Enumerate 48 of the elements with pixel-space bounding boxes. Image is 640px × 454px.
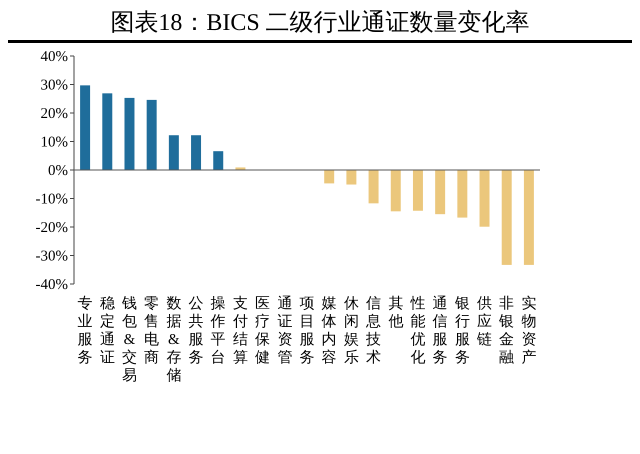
x-tick-label: 通信服务 — [432, 295, 448, 366]
bar — [124, 98, 134, 170]
bar — [213, 151, 224, 170]
y-tick-label: -30% — [36, 248, 68, 264]
y-tick-label: -20% — [36, 220, 68, 236]
y-tick-label: 10% — [40, 134, 68, 150]
bar — [146, 100, 157, 170]
y-tick-label: -40% — [36, 277, 68, 293]
bar — [324, 170, 334, 184]
x-tick-label: 钱包&交易 — [120, 296, 137, 384]
x-tick-label: 银行服务 — [454, 296, 470, 366]
bar — [368, 170, 379, 204]
bar — [524, 170, 534, 265]
x-tick-label: 公共服务 — [188, 295, 204, 366]
y-tick-label: -10% — [36, 192, 68, 208]
bar — [80, 85, 90, 170]
x-tick-label: 操作平台 — [210, 295, 226, 366]
bar — [480, 170, 490, 227]
bar — [191, 135, 202, 170]
x-tick-label: 媒体内容 — [322, 296, 337, 366]
x-tick-label: 项目服务 — [300, 296, 314, 366]
y-tick-label: 0% — [48, 163, 68, 179]
bar — [435, 170, 446, 214]
bar — [102, 93, 112, 170]
bar — [390, 170, 401, 212]
bar — [502, 170, 512, 265]
x-tick-label: 供应链 — [476, 296, 492, 348]
x-tick-label: 支付结算 — [232, 295, 248, 366]
x-tick-label: 专业服务 — [78, 295, 93, 366]
x-tick-label: 性能优化 — [409, 295, 426, 366]
x-tick-label: 其他 — [388, 295, 404, 330]
bar — [412, 170, 423, 211]
bar — [457, 170, 468, 218]
x-tick-label: 休闲娱乐 — [344, 296, 359, 366]
x-tick-label: 医疗保健 — [255, 296, 270, 366]
bar — [346, 170, 356, 185]
x-tick-label: 非银金融 — [498, 295, 514, 366]
y-tick-label: 40% — [40, 49, 68, 65]
y-tick-label: 20% — [40, 106, 68, 122]
x-tick-label: 零售电商 — [144, 296, 160, 366]
x-tick-label: 通证资管 — [277, 295, 292, 366]
x-tick-label: 数据&存储 — [166, 296, 182, 384]
bar — [168, 135, 179, 170]
x-tick-label: 信息技术 — [365, 295, 382, 366]
x-tick-label: 实物资产 — [521, 295, 536, 366]
chart-title: 图表18：BICS 二级行业通证数量变化率 — [110, 9, 530, 36]
y-tick-label: 30% — [40, 78, 68, 94]
x-tick-label: 稳定通证 — [100, 295, 115, 366]
